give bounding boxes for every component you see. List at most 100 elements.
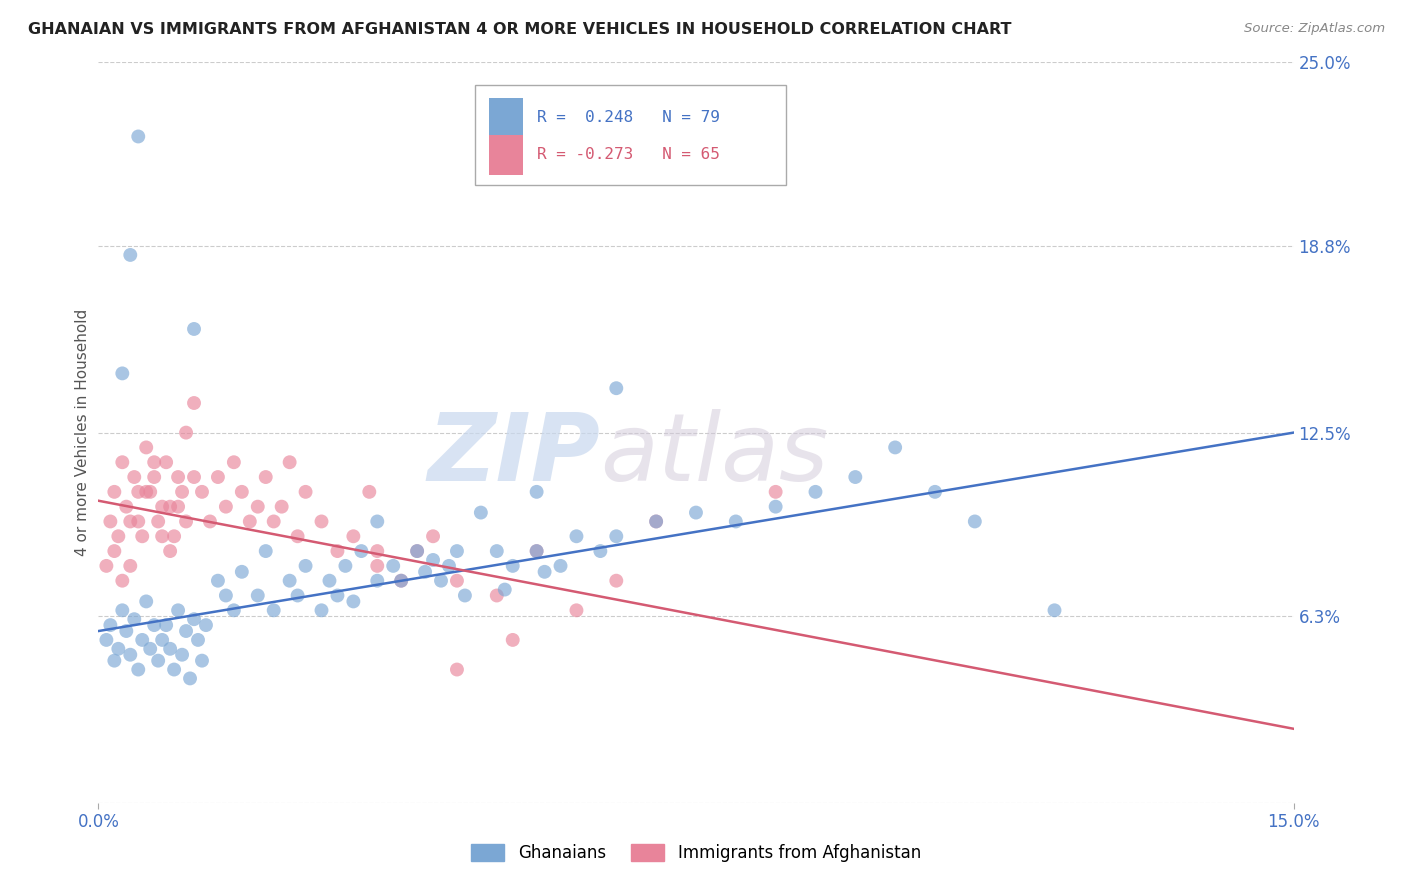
Point <box>454 589 477 603</box>
Point <box>526 544 548 558</box>
Point <box>135 594 157 608</box>
Point <box>143 455 166 469</box>
Point <box>335 558 357 573</box>
Point <box>605 574 627 588</box>
Point <box>172 484 194 499</box>
Point <box>605 529 627 543</box>
Point <box>924 484 946 499</box>
Point <box>1043 603 1066 617</box>
Point <box>231 484 253 499</box>
Point <box>143 470 166 484</box>
Point <box>150 632 173 647</box>
Point <box>645 515 668 529</box>
Point <box>187 632 209 647</box>
Point <box>163 529 186 543</box>
Point <box>98 618 122 632</box>
Point <box>239 515 262 529</box>
Point <box>446 544 468 558</box>
Point <box>111 455 134 469</box>
Point <box>139 641 162 656</box>
Point <box>311 515 333 529</box>
Point <box>278 455 301 469</box>
Point <box>804 484 827 499</box>
Point <box>96 632 118 647</box>
Point <box>311 603 333 617</box>
FancyBboxPatch shape <box>475 85 786 185</box>
Point <box>135 484 157 499</box>
Point <box>406 544 429 558</box>
Point <box>526 544 548 558</box>
Point <box>120 248 142 262</box>
Point <box>406 544 429 558</box>
Point <box>139 484 162 499</box>
Point <box>605 381 627 395</box>
Point <box>183 612 205 626</box>
Point <box>215 500 238 514</box>
Text: Source: ZipAtlas.com: Source: ZipAtlas.com <box>1244 22 1385 36</box>
Point <box>287 529 309 543</box>
Point <box>765 500 787 514</box>
Point <box>131 529 153 543</box>
Point <box>124 612 146 626</box>
Point <box>526 484 548 499</box>
Point <box>207 574 229 588</box>
Point <box>107 641 129 656</box>
Point <box>179 672 201 686</box>
Point <box>645 515 668 529</box>
Point <box>127 515 149 529</box>
FancyBboxPatch shape <box>489 135 523 176</box>
Point <box>502 558 524 573</box>
Point <box>470 506 492 520</box>
Point <box>326 589 349 603</box>
Point <box>366 515 388 529</box>
Point <box>382 558 405 573</box>
Text: GHANAIAN VS IMMIGRANTS FROM AFGHANISTAN 4 OR MORE VEHICLES IN HOUSEHOLD CORRELAT: GHANAIAN VS IMMIGRANTS FROM AFGHANISTAN … <box>28 22 1012 37</box>
Point <box>143 618 166 632</box>
Point <box>115 500 138 514</box>
Point <box>533 565 555 579</box>
Point <box>231 565 253 579</box>
Point <box>167 603 190 617</box>
Point <box>765 484 787 499</box>
Point <box>127 129 149 144</box>
Point <box>278 574 301 588</box>
Point <box>222 455 245 469</box>
Point <box>148 515 170 529</box>
Point <box>366 558 388 573</box>
Point <box>111 603 134 617</box>
Point <box>844 470 866 484</box>
Point <box>318 574 340 588</box>
Y-axis label: 4 or more Vehicles in Household: 4 or more Vehicles in Household <box>75 309 90 557</box>
Point <box>685 506 707 520</box>
Point <box>565 603 588 617</box>
Point <box>127 484 149 499</box>
Point <box>155 455 177 469</box>
Point <box>103 544 125 558</box>
Point <box>342 529 364 543</box>
Point <box>342 594 364 608</box>
Point <box>131 632 153 647</box>
Point <box>294 558 316 573</box>
Point <box>359 484 381 499</box>
Point <box>159 544 181 558</box>
Point <box>120 648 142 662</box>
Point <box>294 484 316 499</box>
Point <box>246 500 269 514</box>
Text: atlas: atlas <box>600 409 828 500</box>
Legend: Ghanaians, Immigrants from Afghanistan: Ghanaians, Immigrants from Afghanistan <box>464 837 928 869</box>
Point <box>111 367 134 381</box>
Point <box>263 603 285 617</box>
Point <box>124 470 146 484</box>
Point <box>159 500 181 514</box>
Point <box>163 663 186 677</box>
Point <box>150 529 173 543</box>
Point <box>167 500 190 514</box>
Point <box>254 544 277 558</box>
Point <box>191 654 214 668</box>
Point <box>413 565 436 579</box>
Point <box>120 515 142 529</box>
Point <box>198 515 221 529</box>
Point <box>963 515 986 529</box>
Point <box>115 624 138 638</box>
Point <box>270 500 292 514</box>
